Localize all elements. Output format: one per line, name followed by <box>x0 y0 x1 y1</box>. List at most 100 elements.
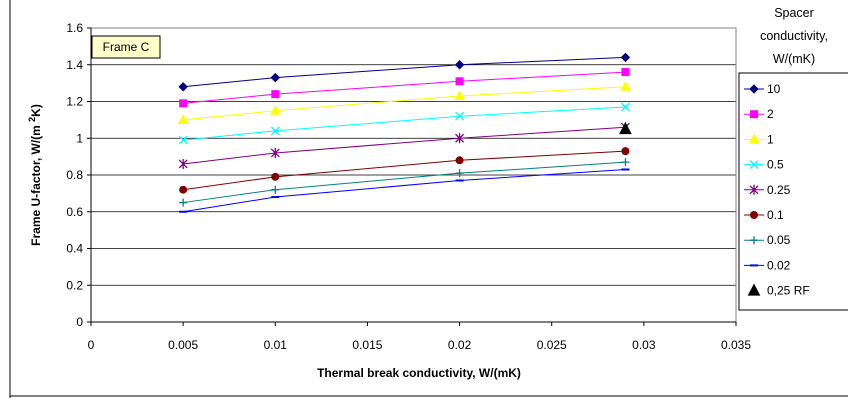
data-point <box>179 99 188 108</box>
data-point <box>271 90 280 99</box>
y-axis-title-sup: 2 <box>27 117 37 122</box>
legend-marker <box>749 84 759 94</box>
legend-item: 0.05 <box>744 233 791 247</box>
y-tick-label: 0.6 <box>66 205 83 219</box>
legend-items: 10 2 1 0.5 0.25 0.1 0.05 0.02 0,25 RF <box>744 82 810 298</box>
data-point <box>269 105 281 115</box>
legend-title-line-3: W/(mK) <box>773 52 815 66</box>
legend-label: 2 <box>767 107 774 121</box>
series-layer <box>177 52 631 213</box>
series-0.5 <box>178 102 630 145</box>
data-point <box>455 77 464 86</box>
data-point <box>454 90 465 100</box>
series-line <box>183 161 626 204</box>
data-point <box>620 52 631 63</box>
legend-label: 1 <box>767 132 774 146</box>
x-tick-label: 0.035 <box>721 338 751 352</box>
y-tick-label: 1.2 <box>66 95 83 109</box>
x-tick-label: 0.03 <box>632 338 656 352</box>
legend-label: 0.1 <box>767 208 784 222</box>
series-0.02 <box>179 168 630 213</box>
y-tick-label: 0 <box>76 315 83 329</box>
series-line <box>183 71 626 104</box>
legend-marker <box>750 211 758 219</box>
legend-item: 2 <box>744 107 774 121</box>
series-0.05 <box>179 158 630 207</box>
data-point <box>270 126 280 136</box>
legend-title-line-2: conductivity, <box>760 29 828 43</box>
series-10 <box>178 52 631 92</box>
legend-item: 10 <box>744 82 781 96</box>
legend-label: 0.05 <box>767 233 791 247</box>
data-point <box>455 133 465 144</box>
legend-item: 0.25 <box>744 183 791 197</box>
legend-item: 0,25 RF <box>747 283 810 298</box>
y-tick-label: 1.6 <box>66 21 83 35</box>
data-point <box>621 158 630 167</box>
series-1 <box>177 81 631 124</box>
legend-label: 0,25 RF <box>767 284 810 298</box>
legend-marker <box>750 110 758 119</box>
x-axis-title: Thermal break conductivity, W/(mK) <box>317 366 521 380</box>
data-point <box>621 68 630 77</box>
data-point <box>621 147 630 156</box>
legend-label: 10 <box>767 82 781 96</box>
series-line <box>183 86 626 121</box>
y-axis-title-main: Frame U-factor, W/(m <box>29 122 43 246</box>
series-line <box>183 168 626 213</box>
legend-label: 0.5 <box>767 158 784 172</box>
legend-marker <box>749 184 759 195</box>
legend-marker <box>749 160 759 170</box>
data-point <box>271 185 280 194</box>
y-tick-label: 1 <box>76 131 83 145</box>
legend-item: 0.1 <box>744 208 784 222</box>
data-point <box>271 172 280 181</box>
annotation-text: Frame C <box>103 40 150 54</box>
data-point <box>270 72 280 83</box>
data-point <box>178 135 188 145</box>
y-tick-label: 1.4 <box>66 58 83 72</box>
tick-layer: 0 0.2 0.4 0.6 0.8 1 1.2 1.4 1.6 0 0.005 0.01 0.015 0.… <box>66 21 751 352</box>
annotation-box-bg <box>91 35 161 59</box>
legend-marker <box>748 133 760 144</box>
x-tick-label: 0.02 <box>448 338 472 352</box>
extra-points-layer <box>619 121 632 135</box>
x-tick-label: 0.005 <box>168 338 198 352</box>
series-2 <box>179 68 630 108</box>
legend-title-line-1: Spacer <box>774 6 814 20</box>
y-axis-title-end: K) <box>29 104 43 117</box>
legend-label: 0.25 <box>767 183 791 197</box>
data-point <box>178 158 188 169</box>
legend-marker <box>747 283 761 296</box>
x-tick-label: 0 <box>88 338 95 352</box>
data-point <box>179 198 188 207</box>
series-line <box>183 150 626 191</box>
legend-item: 1 <box>744 132 774 146</box>
data-point <box>620 81 631 91</box>
series-line <box>183 56 626 88</box>
series-line <box>183 106 626 141</box>
series-0.1 <box>179 147 630 194</box>
x-tick-label: 0.015 <box>352 338 382 352</box>
data-point <box>455 111 465 121</box>
grid-layer <box>91 27 736 286</box>
legend-marker <box>750 236 758 245</box>
data-point <box>179 185 188 194</box>
data-point <box>177 114 189 124</box>
data-point <box>178 82 188 92</box>
series-line <box>183 126 626 165</box>
legend-item: 0.02 <box>744 258 791 272</box>
extra-data-point <box>619 121 632 135</box>
data-point <box>454 60 465 70</box>
data-point <box>455 169 464 178</box>
legend: Spacer conductivity, W/(mK) 10 2 1 0.5 0.25 0… <box>738 6 848 311</box>
data-point <box>620 102 630 112</box>
y-tick-label: 0.2 <box>66 278 83 292</box>
data-point <box>455 156 464 165</box>
legend-item: 0.5 <box>744 158 784 172</box>
series-0.25 <box>178 122 630 169</box>
data-point <box>270 147 280 158</box>
y-tick-label: 0.4 <box>66 242 83 256</box>
